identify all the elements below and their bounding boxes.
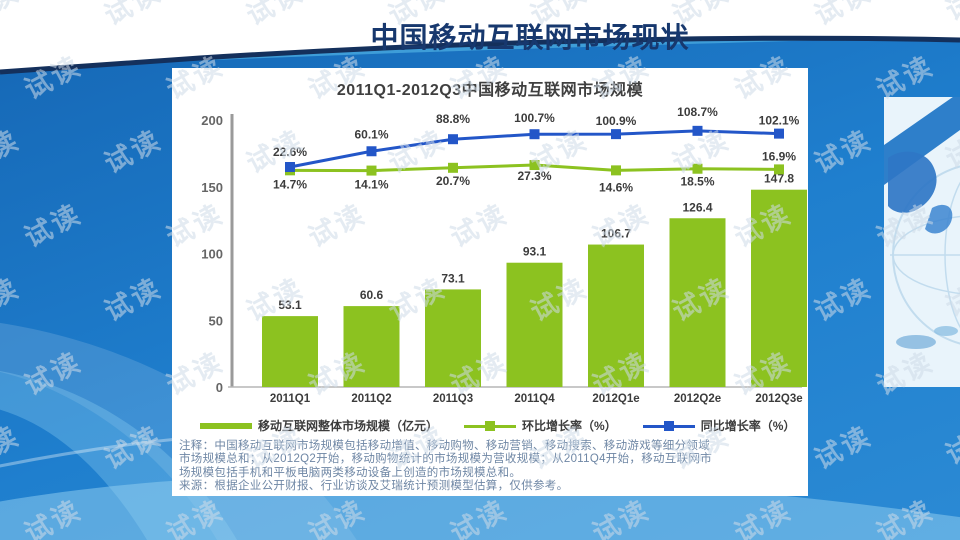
bar-value-label: 93.1 bbox=[523, 245, 547, 259]
growth-value-label: 60.1% bbox=[354, 127, 388, 141]
x-axis-tick: 2011Q3 bbox=[433, 393, 473, 405]
growth-value-label: 102.1% bbox=[759, 114, 800, 128]
line-marker bbox=[529, 129, 540, 140]
chart-notes: 注释：中国移动互联网市场规模包括移动增值、移动购物、移动营销、移动搜索、移动游戏… bbox=[179, 440, 803, 494]
growth-value-label: 108.7% bbox=[677, 105, 718, 119]
growth-value-label: 27.3% bbox=[517, 169, 551, 183]
growth-value-label: 100.7% bbox=[514, 111, 555, 125]
legend-label: 同比增长率（%） bbox=[700, 419, 796, 433]
line-marker bbox=[692, 163, 703, 174]
bar-2012Q3e bbox=[751, 189, 807, 387]
bar-2012Q1e bbox=[588, 244, 644, 387]
line-marker bbox=[692, 125, 703, 136]
y-axis-tick: 150 bbox=[201, 180, 223, 195]
legend-swatch-bar bbox=[200, 422, 252, 429]
bar-value-label: 60.6 bbox=[360, 288, 384, 302]
growth-value-label: 14.1% bbox=[354, 178, 388, 192]
line-marker bbox=[529, 160, 540, 171]
growth-value-label: 100.9% bbox=[596, 114, 637, 128]
globe-panel bbox=[884, 97, 960, 387]
x-axis-tick: 2011Q1 bbox=[270, 393, 311, 405]
line-marker bbox=[611, 165, 621, 176]
bar-value-label: 147.8 bbox=[764, 172, 794, 186]
x-axis-tick: 2011Q4 bbox=[514, 393, 555, 405]
growth-value-label: 20.7% bbox=[436, 174, 470, 188]
y-axis-tick: 100 bbox=[201, 247, 223, 262]
note-line: 场规模包括手机和平板电脑两类移动设备上创造的市场规模总和。 bbox=[179, 466, 522, 479]
legend-label: 移动互联网整体市场规模（亿元） bbox=[258, 419, 439, 433]
note-line: 注释：中国移动互联网市场规模包括移动增值、移动购物、移动营销、移动搜索、移动游戏… bbox=[179, 440, 710, 452]
top-wave bbox=[0, 0, 960, 75]
legend-item-yoy-growth: 同比增长率（%） bbox=[642, 417, 796, 434]
bar-value-label: 73.1 bbox=[441, 271, 465, 285]
bar-2011Q1 bbox=[262, 316, 318, 387]
note-line: 市场规模总和；从2012Q2开始，移动购物统计的市场规模为营收规模；从2011Q… bbox=[179, 453, 712, 466]
bar-2011Q4 bbox=[506, 262, 563, 387]
line-marker bbox=[774, 164, 784, 175]
line-marker bbox=[285, 162, 295, 173]
growth-value-label: 18.5% bbox=[680, 175, 714, 189]
x-axis-tick: 2012Q3e bbox=[755, 393, 802, 405]
growth-value-label: 14.7% bbox=[273, 177, 307, 191]
bar-2012Q2e bbox=[669, 218, 726, 387]
legend-swatch-yoy-line bbox=[642, 420, 695, 432]
bar-value-label: 106.7 bbox=[601, 227, 631, 241]
note-line: 来源：根据企业公开财报、行业访谈及艾瑞统计预测模型估算，仅供参考。 bbox=[179, 480, 569, 493]
line-marker bbox=[774, 128, 784, 139]
growth-value-label: 16.9% bbox=[762, 149, 796, 163]
line-marker bbox=[366, 146, 377, 157]
chart-title: 2011Q1-2012Q3中国移动互联网市场规模 bbox=[336, 82, 644, 99]
legend-item-market-size: 移动互联网整体市场规模（亿元） bbox=[200, 417, 438, 434]
bar-value-label: 53.1 bbox=[278, 298, 302, 312]
line-marker bbox=[611, 129, 621, 140]
growth-value-label: 22.6% bbox=[273, 145, 307, 159]
growth-value-label: 88.8% bbox=[436, 112, 470, 126]
x-axis-tick: 2012Q2e bbox=[674, 393, 721, 405]
x-axis-tick: 2012Q1e bbox=[592, 393, 639, 405]
legend-swatch-qoq-line bbox=[464, 420, 517, 432]
chart-legend: 移动互联网整体市场规模（亿元） 环比增长率（%） 同比增长率（%） bbox=[200, 417, 804, 434]
bar-2011Q2 bbox=[343, 306, 400, 387]
bar-2011Q3 bbox=[425, 289, 481, 387]
line-marker bbox=[448, 134, 458, 145]
legend-label: 环比增长率（%） bbox=[522, 419, 617, 433]
bar-value-label: 126.4 bbox=[682, 200, 712, 214]
y-axis-tick: 200 bbox=[201, 113, 223, 128]
line-marker bbox=[366, 165, 377, 176]
y-axis-tick: 0 bbox=[216, 380, 223, 395]
chart-panel: 2011Q1-2012Q3中国移动互联网市场规模 0 50 100 150 200 53.… bbox=[172, 68, 808, 496]
growth-value-label: 14.6% bbox=[599, 180, 633, 194]
globe-continent bbox=[888, 151, 937, 213]
x-axis-tick: 2011Q2 bbox=[351, 393, 391, 405]
chart-plot: 0 50 100 150 200 53.1 60.6 73.1 93.1 106.7 126.4 14… bbox=[201, 105, 807, 405]
y-axis-tick: 50 bbox=[209, 313, 223, 328]
page-title: 中国移动互联网市场现状 bbox=[370, 22, 690, 53]
legend-item-qoq-growth: 环比增长率（%） bbox=[464, 417, 617, 434]
line-marker bbox=[448, 162, 458, 173]
